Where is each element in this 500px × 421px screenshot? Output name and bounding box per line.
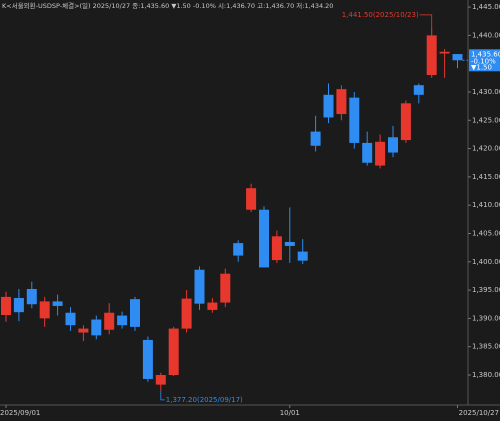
x-tick-label: 2025/09/01 [0,409,40,417]
y-tick-label: 1,440.00 [472,31,500,39]
y-tick-label: 1,415.00 [472,173,500,181]
candle-body [168,328,179,375]
y-tick-label: 1,400.00 [472,258,500,266]
candle-body [297,251,308,261]
candle-body [1,296,11,315]
candle-body [207,302,218,310]
candle-body [233,243,244,256]
last-change-pct: -0.10% [471,57,496,65]
last-change: ▼1.50 [471,63,492,71]
last-price-box [469,49,500,72]
candle-body [104,312,115,330]
y-tick-label: 1,385.00 [472,343,500,351]
candle-body [284,241,295,246]
x-tick-label: 2025/10/27 [459,409,499,417]
candle-body [246,188,257,210]
candle-body [349,97,360,143]
candle-body [142,339,153,379]
candle-body [117,315,128,326]
y-tick-label: 1,425.00 [472,116,500,124]
candle-body [426,35,437,75]
candle-body [323,94,334,118]
annotation: 1,377.20(2025/09/17) [166,396,243,404]
candle-body [78,328,89,333]
y-tick-label: 1,405.00 [472,229,500,237]
y-tick-label: 1,420.00 [472,145,500,153]
annotation-leader [419,14,433,27]
candle-body [310,131,321,146]
candle-body [181,298,192,329]
y-tick-label: 1,395.00 [472,286,500,294]
candle-body [375,141,386,166]
last-price: 1,435.60 [471,50,500,58]
annotation-leader [160,390,165,401]
candle-body [220,273,231,303]
candle-body [130,299,140,327]
candle-body [439,51,450,54]
candle-body [400,103,411,141]
chart-title: K<서울외환-USDSP-체결>(일) 2025/10/27 종:1,435.6… [2,1,333,10]
candle-body [413,85,424,95]
candle-body [388,137,398,153]
candle-body [362,142,373,163]
candle-body [13,298,24,313]
candle-body [271,236,282,261]
y-tick-label: 1,430.00 [472,88,500,96]
candle-body [39,301,50,319]
candle-body [26,288,37,305]
candle-body [52,301,63,306]
candle-body [336,89,347,115]
y-tick-label: 1,445.00 [472,3,500,11]
candle-body [259,209,269,268]
y-tick-label: 1,380.00 [472,371,500,379]
candle-body [65,312,76,326]
candle-body [452,54,463,61]
candle-body [155,375,166,385]
y-tick-label: 1,410.00 [472,201,500,209]
candle-body [91,319,102,336]
candle-body [194,269,205,304]
x-tick-label: 10/01 [280,409,300,417]
annotation: 1,441.50(2025/10/23) [342,11,419,19]
y-tick-label: 1,390.00 [472,314,500,322]
